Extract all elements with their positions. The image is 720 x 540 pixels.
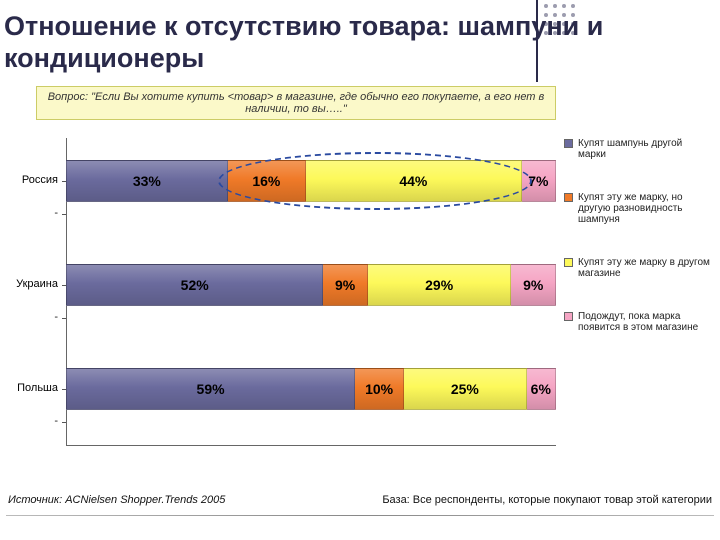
legend-label: Купят шампунь другой марки	[578, 138, 712, 160]
chart-area: РоссияУкраинаПольша--- 33%16%44%7%52%9%2…	[0, 138, 562, 458]
legend-item: Купят шампунь другой марки	[564, 138, 712, 160]
bar-segment: 52%	[66, 264, 323, 306]
legend-item: Купят эту же марку в другом магазине	[564, 257, 712, 279]
page-title: Отношение к отсутствию товара: шампуни и…	[4, 10, 720, 75]
y-dash: -	[0, 415, 58, 427]
bar-segment: 10%	[355, 368, 404, 410]
bar-segment: 9%	[323, 264, 368, 306]
y-dash: -	[0, 207, 58, 219]
bar-segment: 59%	[66, 368, 355, 410]
legend-item: Подождут, пока марка появится в этом маг…	[564, 311, 712, 333]
question-box: Вопрос: "Если Вы хотите купить <товар> в…	[36, 86, 556, 120]
bar-segment: 29%	[368, 264, 512, 306]
legend-label: Подождут, пока марка появится в этом маг…	[578, 311, 712, 333]
footer-divider	[6, 515, 714, 516]
legend-label: Купят эту же марку, но другую разновидно…	[578, 192, 712, 225]
bar-segment: 6%	[527, 368, 556, 410]
y-dash: -	[0, 311, 58, 323]
source-text: Источник: ACNielsen Shopper.Trends 2005	[8, 494, 225, 506]
bar-row: 59%10%25%6%	[66, 368, 556, 410]
bar-segment: 9%	[511, 264, 556, 306]
bar-segment: 16%	[228, 160, 306, 202]
y-label: Украина	[0, 278, 58, 290]
legend: Купят шампунь другой марки Купят эту же м…	[564, 138, 712, 365]
legend-label: Купят эту же марку в другом магазине	[578, 257, 712, 279]
bar-segment: 25%	[404, 368, 527, 410]
bar-segment: 44%	[306, 160, 522, 202]
bar-segment: 33%	[66, 160, 228, 202]
legend-swatch	[564, 312, 573, 321]
base-text: База: Все респонденты, которые покупают …	[382, 494, 712, 506]
bar-row: 33%16%44%7%	[66, 160, 556, 202]
y-label: Россия	[0, 174, 58, 186]
bar-row: 52%9%29%9%	[66, 264, 556, 306]
legend-swatch	[564, 193, 573, 202]
legend-swatch	[564, 139, 573, 148]
legend-item: Купят эту же марку, но другую разновидно…	[564, 192, 712, 225]
bar-segment: 7%	[522, 160, 556, 202]
legend-swatch	[564, 258, 573, 267]
y-label: Польша	[0, 382, 58, 394]
